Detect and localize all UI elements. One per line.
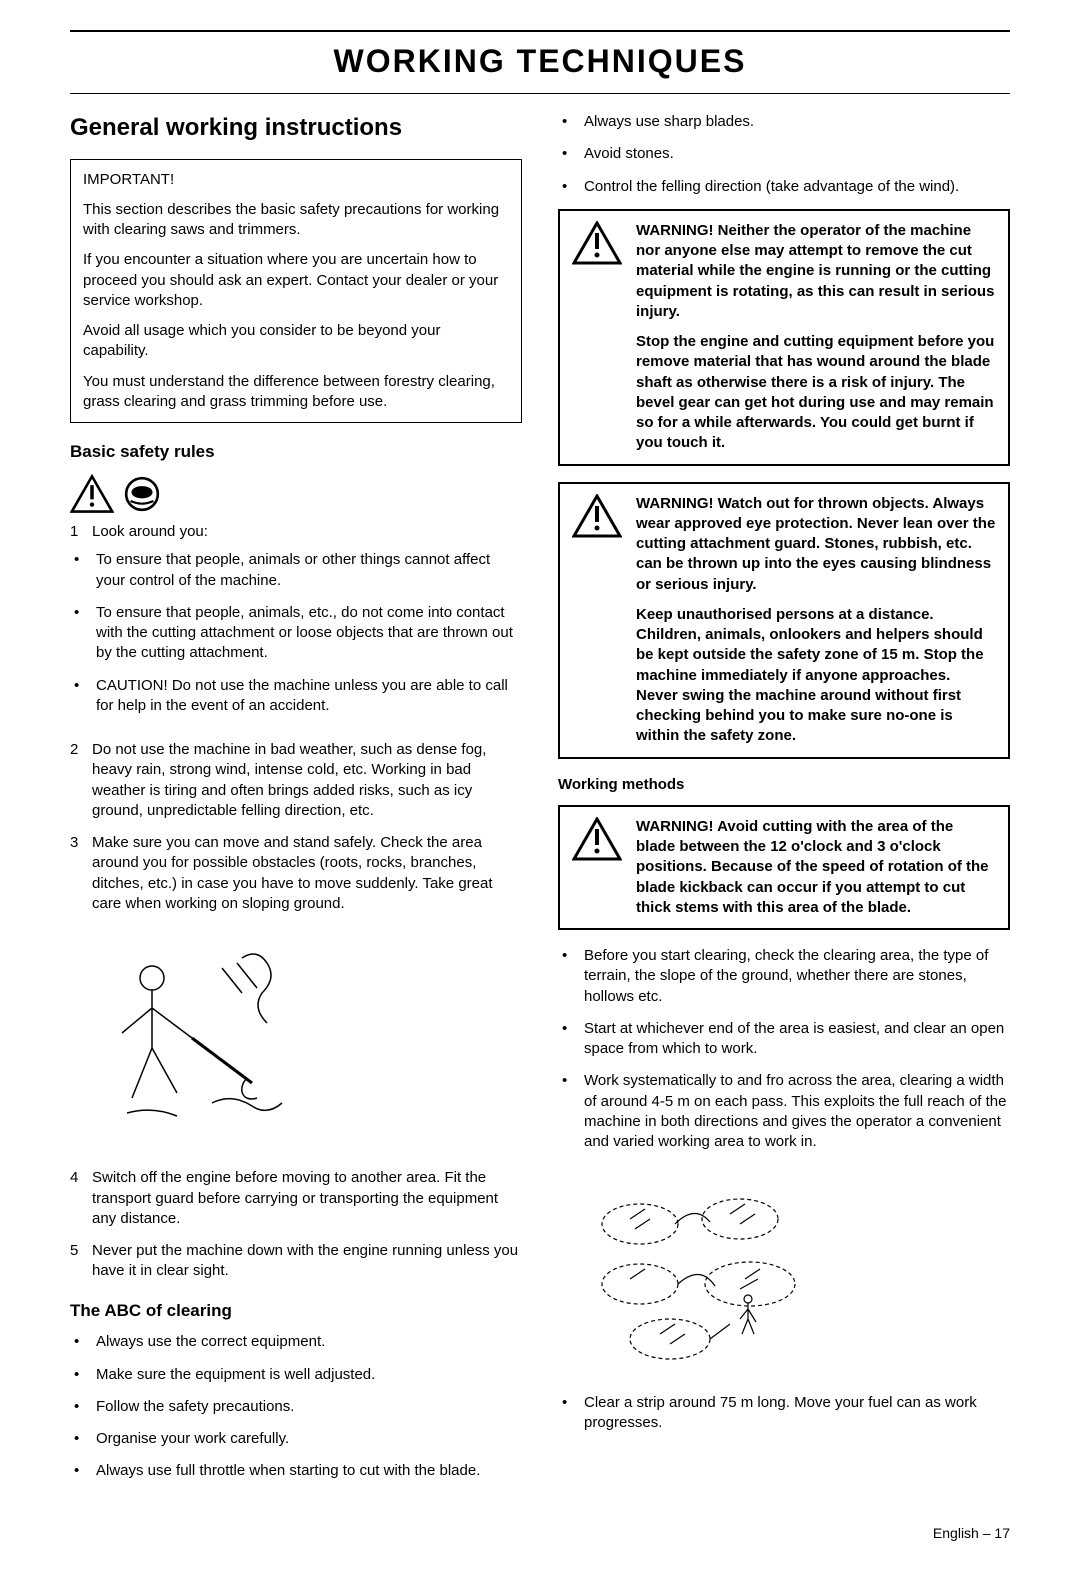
abc-list-right: Always use sharp blades. Avoid stones. C… xyxy=(558,112,1010,197)
methods-b2: Start at whichever end of the area is ea… xyxy=(558,1019,1010,1060)
methods-b3: Work systematically to and fro across th… xyxy=(558,1071,1010,1152)
methods-list-1: Before you start clearing, check the cle… xyxy=(558,946,1010,1152)
warning-box-3: WARNING! Avoid cutting with the area of … xyxy=(558,805,1010,930)
safety-1-sub3: CAUTION! Do not use the machine unless y… xyxy=(70,676,522,717)
page-title: WORKING TECHNIQUES xyxy=(70,40,1010,94)
safety-1-intro: Look around you: xyxy=(92,523,208,540)
abc-b8: Control the felling direction (take adva… xyxy=(558,177,1010,197)
safety-item-5: 5Never put the machine down with the eng… xyxy=(70,1241,522,1282)
clearing-pattern-illustration xyxy=(580,1174,840,1374)
page-footer: English – 17 xyxy=(70,1524,1010,1543)
safety-item-2: 2Do not use the machine in bad weather, … xyxy=(70,740,522,821)
warn3-p: WARNING! Avoid cutting with the area of … xyxy=(636,817,996,918)
important-p3: Avoid all usage which you consider to be… xyxy=(83,321,509,362)
safety-icons xyxy=(70,474,522,514)
basic-safety-heading: Basic safety rules xyxy=(70,441,522,464)
safety-list: 1 Look around you: To ensure that people… xyxy=(70,522,522,914)
safety-item-1: 1 Look around you: To ensure that people… xyxy=(70,522,522,728)
right-column: Always use sharp blades. Avoid stones. C… xyxy=(558,112,1010,1494)
important-box: IMPORTANT! This section describes the ba… xyxy=(70,159,522,424)
operator-illustration xyxy=(92,938,312,1148)
abc-b1: Always use the correct equipment. xyxy=(70,1332,522,1352)
abc-list-left: Always use the correct equipment. Make s… xyxy=(70,1332,522,1481)
important-p2: If you encounter a situation where you a… xyxy=(83,250,509,311)
important-p4: You must understand the difference betwe… xyxy=(83,372,509,413)
safety-list-2: 4Switch off the engine before moving to … xyxy=(70,1168,522,1281)
warn1-p1: WARNING! Neither the operator of the mac… xyxy=(636,221,996,322)
two-column-layout: General working instructions IMPORTANT! … xyxy=(70,112,1010,1494)
methods-b1: Before you start clearing, check the cle… xyxy=(558,946,1010,1007)
safety-1-sub1: To ensure that people, animals or other … xyxy=(70,550,522,591)
abc-b7: Avoid stones. xyxy=(558,144,1010,164)
methods-list-2: Clear a strip around 75 m long. Move you… xyxy=(558,1393,1010,1434)
abc-b2: Make sure the equipment is well adjusted… xyxy=(70,1365,522,1385)
eye-protection-icon xyxy=(120,474,164,514)
important-label: IMPORTANT! xyxy=(83,170,509,190)
warning-triangle-icon xyxy=(70,474,114,514)
warn1-p2: Stop the engine and cutting equipment be… xyxy=(636,332,996,454)
warning-box-1: WARNING! Neither the operator of the mac… xyxy=(558,209,1010,466)
important-p1: This section describes the basic safety … xyxy=(83,200,509,241)
abc-heading: The ABC of clearing xyxy=(70,1300,522,1323)
safety-item-4: 4Switch off the engine before moving to … xyxy=(70,1168,522,1229)
section-heading: General working instructions xyxy=(70,112,522,144)
safety-1-sub2: To ensure that people, animals, etc., do… xyxy=(70,603,522,664)
page-frame: WORKING TECHNIQUES General working instr… xyxy=(70,30,1010,1543)
warn2-p2: Keep unauthorised persons at a distance.… xyxy=(636,605,996,747)
abc-b6: Always use sharp blades. xyxy=(558,112,1010,132)
abc-b3: Follow the safety precautions. xyxy=(70,1397,522,1417)
methods-b4: Clear a strip around 75 m long. Move you… xyxy=(558,1393,1010,1434)
methods-heading: Working methods xyxy=(558,775,1010,795)
footer-lang: English xyxy=(933,1525,979,1541)
left-column: General working instructions IMPORTANT! … xyxy=(70,112,522,1494)
warning-triangle-icon xyxy=(572,221,622,265)
warn2-p1: WARNING! Watch out for thrown objects. A… xyxy=(636,494,996,595)
safety-item-3: 3Make sure you can move and stand safely… xyxy=(70,833,522,914)
footer-page: 17 xyxy=(994,1525,1010,1541)
warning-box-2: WARNING! Watch out for thrown objects. A… xyxy=(558,482,1010,759)
warning-triangle-icon xyxy=(572,494,622,538)
abc-b5: Always use full throttle when starting t… xyxy=(70,1461,522,1481)
abc-b4: Organise your work carefully. xyxy=(70,1429,522,1449)
warning-triangle-icon xyxy=(572,817,622,861)
